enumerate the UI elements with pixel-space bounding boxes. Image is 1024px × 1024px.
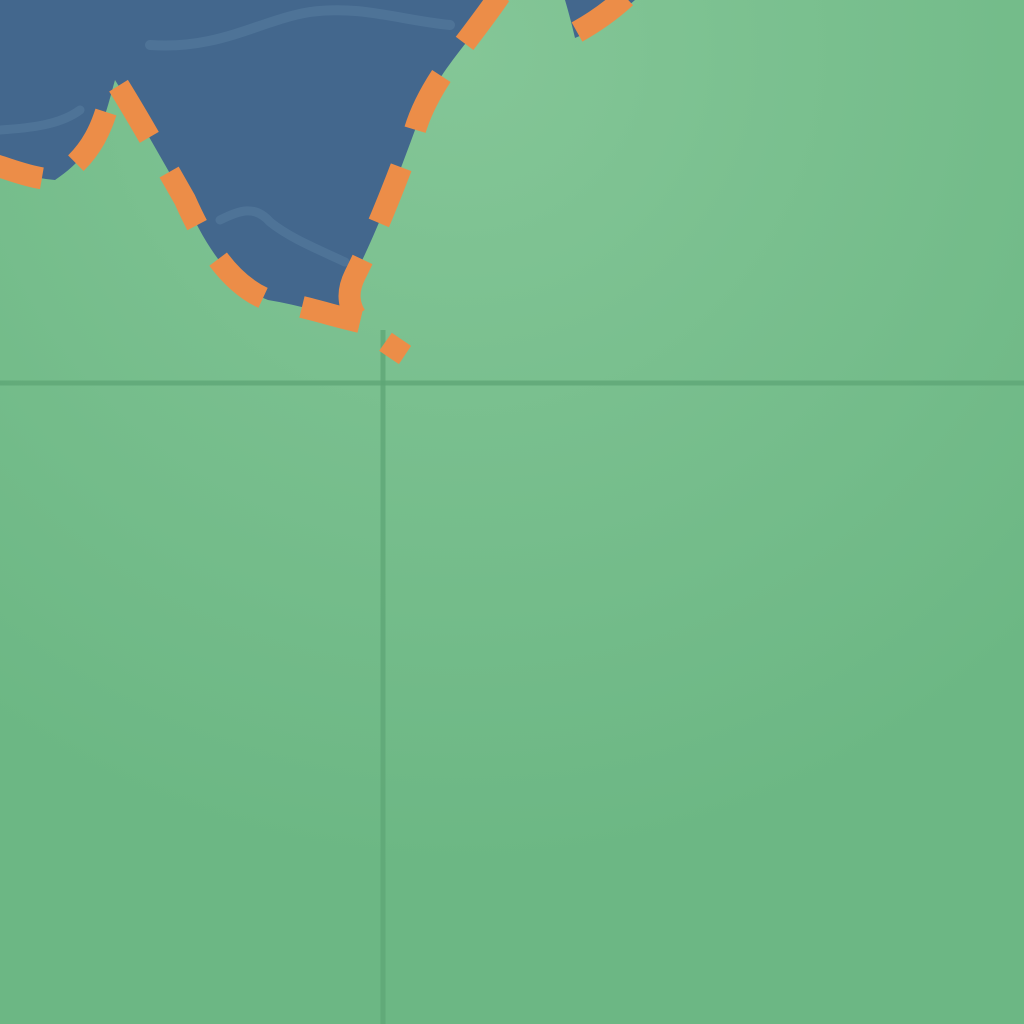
border-line bbox=[0, 0, 636, 365]
grid-lines bbox=[0, 330, 1024, 1024]
border-dashed-line bbox=[571, 0, 636, 42]
water-shape bbox=[0, 0, 635, 322]
water-ripple bbox=[0, 105, 85, 135]
water-ripple bbox=[145, 5, 455, 51]
water-ripple bbox=[215, 206, 350, 267]
water-body bbox=[0, 0, 635, 322]
